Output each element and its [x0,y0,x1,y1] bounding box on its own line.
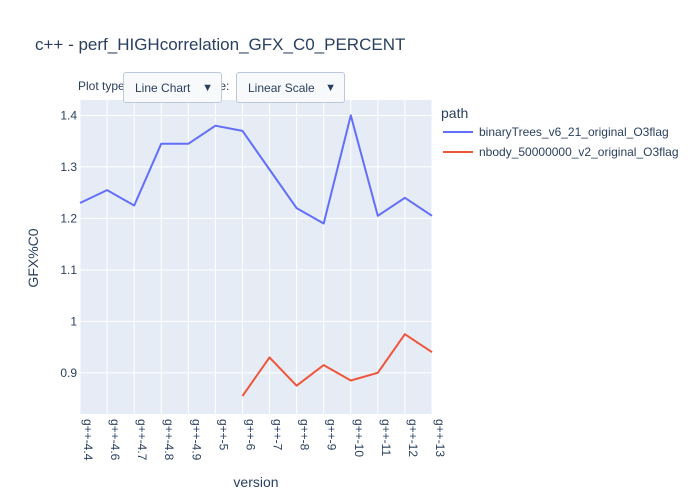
y-axis-title: GFX%C0 [25,228,41,287]
plot-area [80,100,432,414]
plot-type-label: Plot type: [78,79,128,93]
chart-title: c++ - perf_HIGHcorrelation_GFX_C0_PERCEN… [35,35,405,54]
legend-label: binaryTrees_v6_21_original_O3flag [479,125,669,139]
x-tick-label: g++-4.7 [135,419,149,461]
x-tick-label: g++-4.4 [81,419,95,461]
x-tick-label: g++-4.9 [189,419,203,461]
y-tick-labels: 0.9 1 1.1 1.2 1.3 1.4 [60,108,77,379]
y-tick-label: 1 [70,314,77,328]
x-tick-label: g++-13 [433,419,447,457]
y-tick-label: 1.4 [60,108,77,122]
chevron-down-icon: ▼ [202,81,213,94]
x-tick-label: g++-12 [406,419,420,457]
x-tick-label: g++-5 [216,419,230,451]
legend-label: nbody_50000000_v2_original_O3flag [479,145,679,159]
legend: path binaryTrees_v6_21_original_O3flagnb… [441,105,679,159]
x-tick-label: g++-4.8 [162,419,176,461]
y-tick-label: 1.1 [60,263,77,277]
series-line-1 [79,114,433,225]
x-tick-label: g++-7 [271,419,285,451]
scale-value: Linear Scale [248,80,315,95]
chevron-down-icon: ▼ [325,81,336,94]
x-tick-label: g++-6 [243,419,257,451]
y-tick-label: 1.3 [60,160,77,174]
plot-type-value: Line Chart [135,80,191,95]
legend-item-2[interactable]: nbody_50000000_v2_original_O3flag [443,145,679,159]
gridlines [79,100,433,414]
legend-item-1[interactable]: binaryTrees_v6_21_original_O3flag [443,125,669,139]
x-tick-label: g++-10 [352,419,366,457]
x-tick-label: g++-4.6 [108,419,122,461]
series-lines [79,114,433,397]
x-tick-label: g++-8 [298,419,312,451]
series-line-2 [241,333,433,397]
scale-dropdown[interactable]: Linear Scale ▼ [236,72,345,103]
x-axis-title: version [233,474,278,490]
y-tick-label: 0.9 [60,366,77,380]
legend-title: path [441,105,468,121]
x-tick-label: g++-9 [325,419,339,451]
plot-type-dropdown[interactable]: Line Chart ▼ [123,72,222,103]
x-tick-label: g++-11 [379,419,393,456]
x-tick-labels: g++-4.4 g++-4.6 g++-4.7 g++-4.8 g++-4.9 g++-5… [81,419,447,461]
y-tick-label: 1.2 [60,211,77,225]
